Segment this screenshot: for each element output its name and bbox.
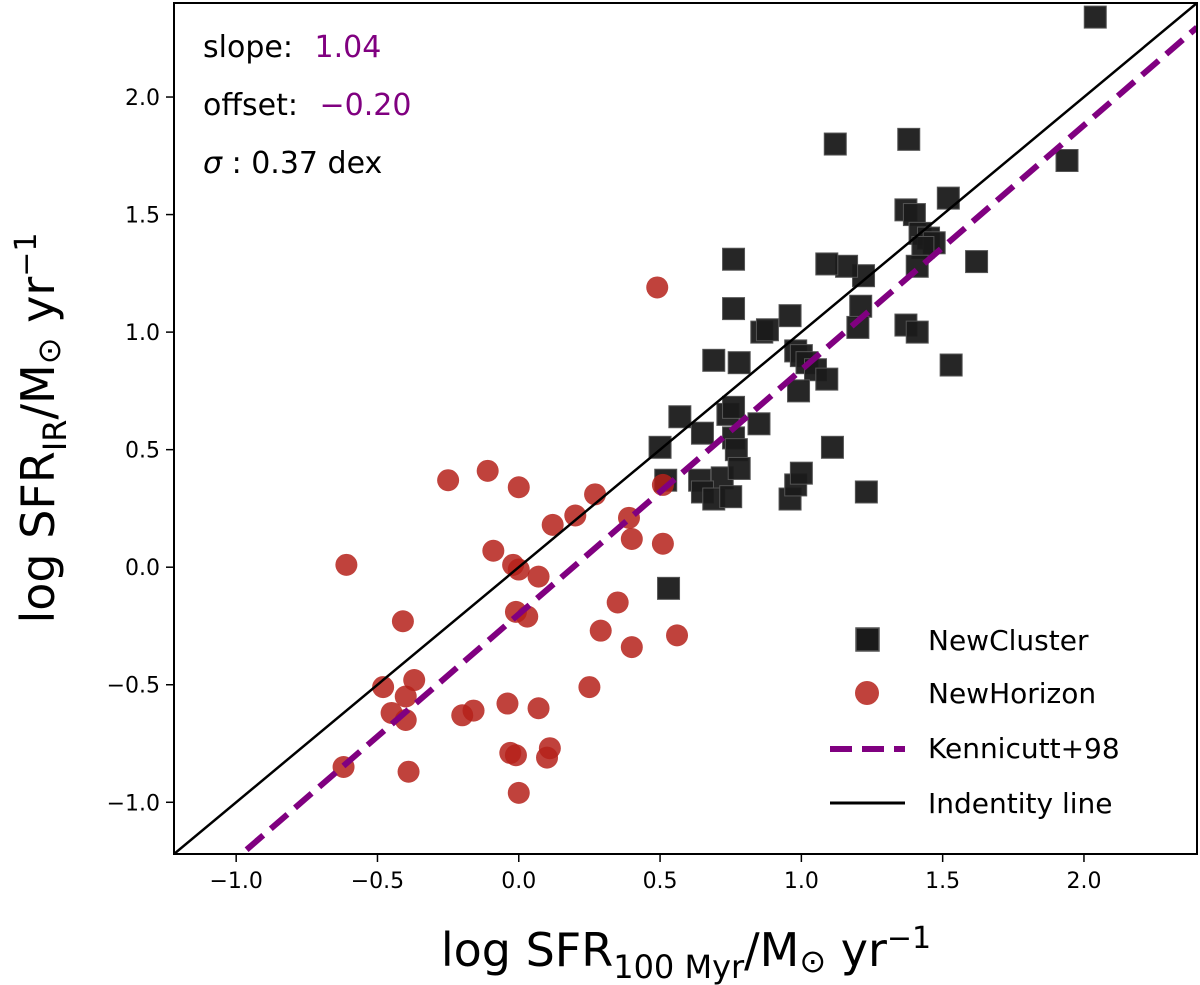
y-tick-label: 1.5 <box>125 204 160 229</box>
newcluster-point <box>668 405 692 429</box>
x-tick-label: 1.0 <box>784 869 819 894</box>
newcluster-point <box>657 576 681 600</box>
x-axis-ticks: −1.0 −0.5 0.0 0.5 1.0 1.5 2.0 <box>209 854 1101 894</box>
newcluster-point <box>1083 5 1107 29</box>
sigma-text: σ : 0.37 dex <box>203 146 382 181</box>
newcluster-point <box>815 252 839 276</box>
newcluster-point <box>965 250 989 274</box>
newcluster-point <box>727 456 751 480</box>
stats-box: slope: 1.04 offset: −0.20 σ : 0.37 dex <box>203 30 411 181</box>
newhorizon-point <box>462 699 485 722</box>
newcluster-point <box>905 320 929 344</box>
legend-label-newcluster: NewCluster <box>928 624 1089 657</box>
newcluster-point <box>727 351 751 375</box>
y-axis-ticks: −1.0 −0.5 0.0 0.5 1.0 1.5 2.0 <box>107 86 174 816</box>
newhorizon-point <box>397 760 420 783</box>
slope-text: slope: 1.04 <box>203 30 381 65</box>
newcluster-point <box>755 318 779 342</box>
legend: NewCluster NewHorizon Kennicutt+98 Inden… <box>830 624 1120 820</box>
newcluster-point <box>778 304 802 328</box>
y-tick-label: 2.0 <box>125 86 160 111</box>
newhorizon-point <box>578 676 601 699</box>
newcluster-point <box>820 435 844 459</box>
newhorizon-point <box>335 553 358 576</box>
newcluster-point <box>854 480 878 504</box>
newhorizon-point <box>391 610 414 633</box>
newhorizon-point <box>620 636 643 659</box>
y-tick-label: 1.0 <box>125 321 160 346</box>
newhorizon-point <box>536 746 559 769</box>
slope-label: slope: <box>203 30 293 65</box>
newcluster-point <box>702 348 726 372</box>
offset-value: −0.20 <box>320 88 412 123</box>
newhorizon-point <box>589 619 612 642</box>
newhorizon-point <box>496 692 519 715</box>
x-tick-label: 2.0 <box>1066 869 1101 894</box>
newcluster-point <box>722 395 746 419</box>
newhorizon-point <box>666 624 689 647</box>
identity-line <box>174 3 1197 854</box>
newhorizon-point <box>504 744 527 767</box>
legend-circle-marker <box>855 681 879 705</box>
x-tick-label: 1.5 <box>925 869 960 894</box>
newhorizon-point <box>606 591 629 614</box>
newhorizon-point <box>527 697 550 720</box>
legend-label-newhorizon: NewHorizon <box>928 677 1096 710</box>
newhorizon-point <box>482 539 505 562</box>
plot-frame <box>173 2 1198 855</box>
y-axis-label: log SFRIR/M⊙ yr−1 <box>9 232 74 623</box>
newhorizon-point <box>646 276 669 299</box>
newcluster-point <box>747 412 771 436</box>
newcluster-point <box>936 186 960 210</box>
y-tick-label: 0.5 <box>125 439 160 464</box>
newhorizon-point <box>437 469 460 492</box>
newhorizon-point <box>403 669 426 692</box>
newcluster-point <box>835 254 859 278</box>
newhorizon-point <box>507 476 530 499</box>
newhorizon-point <box>394 685 417 708</box>
newhorizon-point <box>651 532 674 555</box>
newcluster-point <box>787 379 811 403</box>
newcluster-point <box>897 127 921 151</box>
newhorizon-point <box>476 459 499 482</box>
fit-lines <box>174 3 1197 854</box>
newcluster-point <box>789 461 813 485</box>
newcluster-point <box>823 132 847 156</box>
newhorizon-point <box>527 565 550 588</box>
newhorizon-point <box>507 781 530 804</box>
sigma-symbol: σ <box>203 146 223 181</box>
newhorizon-point <box>372 676 395 699</box>
x-tick-label: −1.0 <box>209 869 262 894</box>
slope-value: 1.04 <box>314 30 381 65</box>
sigma-value: : 0.37 dex <box>232 146 383 181</box>
y-tick-label: −1.0 <box>107 791 160 816</box>
x-axis-label: log SFR100 Myr/M⊙ yr−1 <box>441 921 931 985</box>
x-tick-label: 0.0 <box>501 869 536 894</box>
newhorizon-point <box>584 483 607 506</box>
y-tick-label: 0.0 <box>125 556 160 581</box>
newhorizon-point <box>541 513 564 536</box>
newcluster-point <box>719 485 743 509</box>
legend-label-kennicutt: Kennicutt+98 <box>928 732 1120 765</box>
kennicutt-line <box>237 25 1197 854</box>
x-tick-label: −0.5 <box>351 869 404 894</box>
newhorizon-point <box>564 504 587 527</box>
newcluster-point <box>939 353 963 377</box>
newcluster-point <box>815 367 839 391</box>
legend-square-marker <box>855 627 880 652</box>
legend-label-identity: Indentity line <box>928 787 1113 820</box>
offset-label: offset: <box>203 88 298 123</box>
x-tick-label: 0.5 <box>643 869 678 894</box>
newcluster-point <box>690 421 714 445</box>
y-tick-label: −0.5 <box>107 674 160 699</box>
newhorizon-point <box>620 527 643 550</box>
offset-text: offset: −0.20 <box>203 88 411 123</box>
newcluster-point <box>1055 149 1079 173</box>
newcluster-point <box>722 247 746 271</box>
newcluster-point <box>722 297 746 321</box>
